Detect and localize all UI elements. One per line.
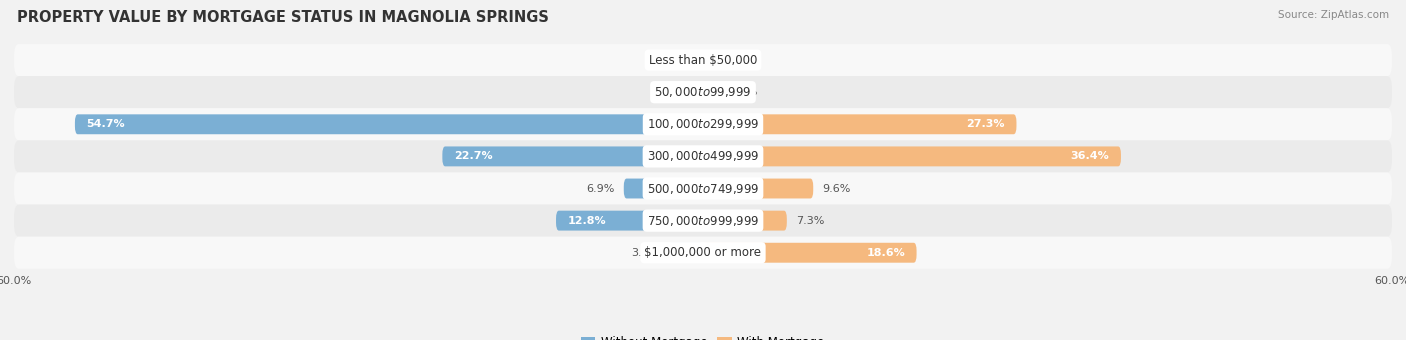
FancyBboxPatch shape [555,211,703,231]
FancyBboxPatch shape [14,237,1392,269]
Text: 9.6%: 9.6% [823,184,851,193]
FancyBboxPatch shape [14,76,1392,108]
FancyBboxPatch shape [703,147,1121,166]
FancyBboxPatch shape [14,140,1392,172]
Text: 3.0%: 3.0% [631,248,659,258]
FancyBboxPatch shape [624,178,703,199]
Text: $750,000 to $999,999: $750,000 to $999,999 [647,214,759,227]
Text: 0.0%: 0.0% [661,87,689,97]
FancyBboxPatch shape [669,243,703,263]
Text: 0.0%: 0.0% [661,55,689,65]
Text: $300,000 to $499,999: $300,000 to $499,999 [647,149,759,164]
Text: PROPERTY VALUE BY MORTGAGE STATUS IN MAGNOLIA SPRINGS: PROPERTY VALUE BY MORTGAGE STATUS IN MAG… [17,10,548,25]
Text: $500,000 to $749,999: $500,000 to $749,999 [647,182,759,195]
Text: 0.91%: 0.91% [723,87,758,97]
FancyBboxPatch shape [703,243,917,263]
Text: Less than $50,000: Less than $50,000 [648,54,758,67]
FancyBboxPatch shape [703,114,1017,134]
Text: 18.6%: 18.6% [866,248,905,258]
Text: Source: ZipAtlas.com: Source: ZipAtlas.com [1278,10,1389,20]
Text: 7.3%: 7.3% [796,216,824,226]
Text: $50,000 to $99,999: $50,000 to $99,999 [654,85,752,99]
Text: 27.3%: 27.3% [966,119,1005,129]
Text: 12.8%: 12.8% [568,216,606,226]
FancyBboxPatch shape [14,44,1392,76]
FancyBboxPatch shape [75,114,703,134]
FancyBboxPatch shape [703,178,813,199]
Text: 0.0%: 0.0% [717,55,745,65]
FancyBboxPatch shape [443,147,703,166]
Text: $100,000 to $299,999: $100,000 to $299,999 [647,117,759,131]
Text: $1,000,000 or more: $1,000,000 or more [644,246,762,259]
Text: 6.9%: 6.9% [586,184,614,193]
FancyBboxPatch shape [703,82,713,102]
Text: 22.7%: 22.7% [454,151,492,162]
Text: 54.7%: 54.7% [86,119,125,129]
FancyBboxPatch shape [14,108,1392,140]
Text: 36.4%: 36.4% [1071,151,1109,162]
FancyBboxPatch shape [14,205,1392,237]
FancyBboxPatch shape [14,172,1392,205]
FancyBboxPatch shape [703,211,787,231]
Legend: Without Mortgage, With Mortgage: Without Mortgage, With Mortgage [576,332,830,340]
